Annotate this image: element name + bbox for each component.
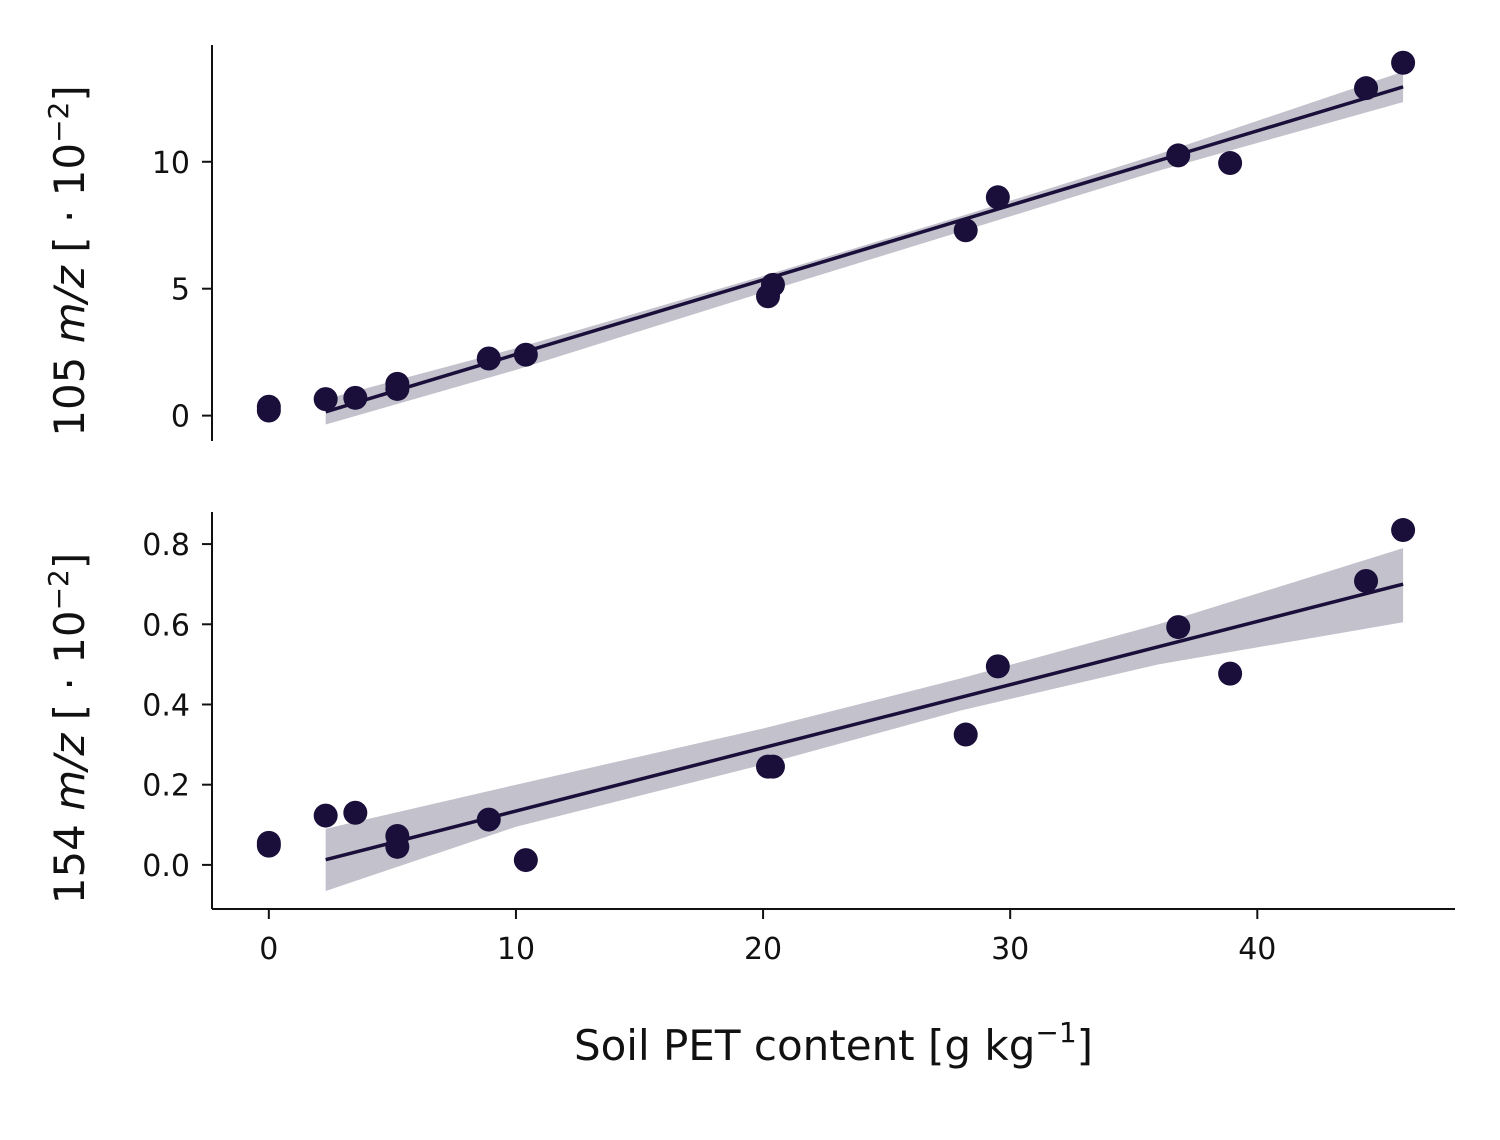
data-point xyxy=(1354,568,1379,593)
data-point xyxy=(1391,518,1416,543)
data-point xyxy=(1218,151,1243,176)
top-panel: 0 5 10 105 m/z [ · 10−2] xyxy=(42,45,1416,441)
data-point xyxy=(313,387,338,412)
data-point xyxy=(1218,661,1243,686)
confidence-band xyxy=(325,548,1404,891)
y-tick-label: 0.4 xyxy=(142,688,190,723)
y-tick-label: 0.8 xyxy=(142,528,190,563)
x-axis-label-group: Soil PET content [g kg−1] xyxy=(574,1016,1093,1070)
data-point xyxy=(256,398,281,423)
y-axis-label: 105 m/z [ · 10−2] xyxy=(42,85,94,437)
y-axis-label-prefix: 105 xyxy=(45,343,94,437)
y-tick-label: 0.2 xyxy=(142,769,190,804)
data-point xyxy=(513,848,538,873)
y-tick-label: 0.6 xyxy=(142,608,190,643)
y-axis-label-mz: m/z xyxy=(45,733,94,811)
x-tick-label: 0 xyxy=(259,932,278,967)
regression-line xyxy=(325,582,1404,862)
data-point xyxy=(513,342,538,367)
y-axis-label-prefix: 154 xyxy=(45,811,94,905)
y-tick-label: 5 xyxy=(171,273,190,308)
y-axis-label-scale: [ · 10 xyxy=(45,610,94,733)
x-tick-label: 10 xyxy=(497,932,535,967)
data-point xyxy=(953,218,978,243)
data-point xyxy=(985,185,1010,210)
data-point xyxy=(985,654,1010,679)
x-axis-label-exponent: −1 xyxy=(1035,1016,1076,1049)
x-tick-label: 40 xyxy=(1238,932,1276,967)
data-point xyxy=(760,272,785,297)
data-point xyxy=(343,385,368,410)
data-point xyxy=(313,803,338,828)
y-axis-label-close: ] xyxy=(45,553,94,569)
data-point xyxy=(256,833,281,858)
data-point xyxy=(760,754,785,779)
y-axis-label-mz: m/z xyxy=(45,265,94,343)
data-point xyxy=(343,800,368,825)
data-point xyxy=(1354,76,1379,101)
data-point xyxy=(476,346,501,371)
data-point xyxy=(1166,143,1191,168)
y-tick-label: 0 xyxy=(171,400,190,435)
data-point xyxy=(1391,50,1416,75)
y-axis-label-scale: [ · 10 xyxy=(45,143,94,266)
y-axis-label-exponent: −2 xyxy=(42,569,75,610)
x-axis-label-main: Soil PET content [g kg xyxy=(574,1021,1035,1070)
y-tick-label: 10 xyxy=(152,146,190,181)
x-tick-label: 30 xyxy=(991,932,1029,967)
bottom-panel: 0.0 0.2 0.4 0.6 0.8 154 m/z [ · 10−2] 0 10 20 30 4… xyxy=(42,512,1455,967)
regression-line xyxy=(325,85,1404,414)
x-tick-label: 20 xyxy=(744,932,782,967)
y-axis-label-exponent: −2 xyxy=(42,102,75,143)
y-axis-label: 154 m/z [ · 10−2] xyxy=(42,553,94,905)
data-point xyxy=(385,376,410,401)
data-point xyxy=(385,834,410,859)
data-point xyxy=(1166,615,1191,640)
y-tick-label: 0.0 xyxy=(142,849,190,884)
x-axis-label: Soil PET content [g kg−1] xyxy=(574,1016,1093,1070)
data-point xyxy=(953,722,978,747)
y-axis-label-close: ] xyxy=(45,85,94,101)
data-point xyxy=(476,807,501,832)
x-axis-label-close: ] xyxy=(1077,1021,1093,1070)
